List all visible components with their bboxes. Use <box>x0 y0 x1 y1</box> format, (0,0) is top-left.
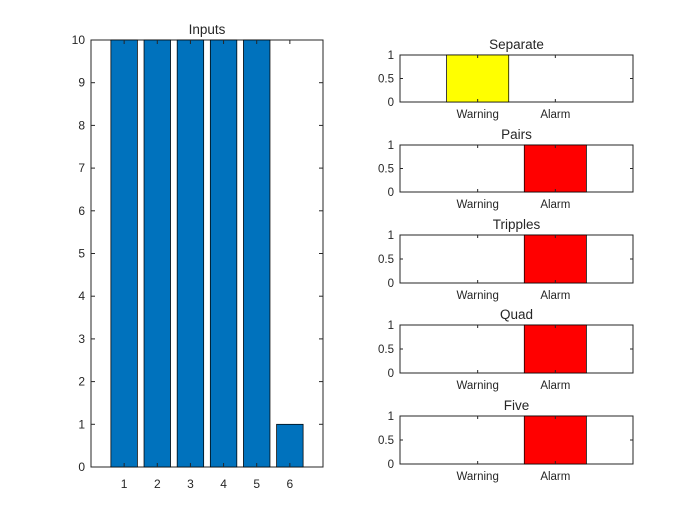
ytick-label-pairs-1: 1 <box>388 140 394 152</box>
axes-pairs: Warning Alarm 0 0.5 1 Pairs <box>378 127 634 211</box>
xtick-label-tripples-warning: Warning <box>456 290 498 302</box>
bar-inputs-6 <box>276 423 304 468</box>
ytick-label-pairs-0.5: 0.5 <box>378 164 394 176</box>
ytick-label-inputs-10: 10 <box>72 33 86 47</box>
chart-title-pairs: Pairs <box>501 127 532 142</box>
xtick-label-five-alarm: Alarm <box>540 471 570 483</box>
ytick-label-inputs-3: 3 <box>78 332 85 346</box>
chart-title-five: Five <box>504 398 530 413</box>
axes-quad: Warning Alarm 0 0.5 1 Quad <box>378 307 634 392</box>
axes-tripples: Warning Alarm 0 0.5 1 Tripples <box>378 217 634 302</box>
ytick-label-quad-0: 0 <box>388 368 394 380</box>
axes-separate: Warning Alarm 0 0.5 1 Separate <box>378 37 634 121</box>
ytick-label-separate-1: 1 <box>388 50 394 62</box>
ytick-label-pairs-0: 0 <box>388 187 394 199</box>
bar-separate-warning <box>446 54 510 103</box>
axes-box-pairs <box>399 144 634 193</box>
chart-title-tripples: Tripples <box>493 217 541 232</box>
xtick-label-quad-alarm: Alarm <box>540 380 570 392</box>
ytick-label-inputs-1: 1 <box>78 417 85 431</box>
axes-box-five <box>399 415 634 465</box>
bar-inputs-2 <box>143 39 171 468</box>
bar-tripples-alarm <box>523 234 587 284</box>
ytick-label-quad-0.5: 0.5 <box>378 344 394 356</box>
bar-inputs-1 <box>110 39 138 468</box>
bar-five-alarm <box>523 415 587 465</box>
chart-title-separate: Separate <box>489 37 544 52</box>
ytick-label-tripples-0: 0 <box>388 278 394 290</box>
xtick-label-inputs-4: 4 <box>220 477 227 491</box>
axes-five: Warning Alarm 0 0.5 1 Five <box>378 398 634 483</box>
xtick-label-inputs-1: 1 <box>121 477 128 491</box>
ytick-label-separate-0: 0 <box>388 97 394 109</box>
ytick-label-separate-0.5: 0.5 <box>378 74 394 86</box>
xtick-label-quad-warning: Warning <box>456 380 498 392</box>
ytick-label-inputs-4: 4 <box>78 289 85 303</box>
ytick-label-tripples-1: 1 <box>388 230 394 242</box>
ytick-label-inputs-2: 2 <box>78 375 85 389</box>
xtick-label-five-warning: Warning <box>456 471 498 483</box>
xtick-label-inputs-3: 3 <box>187 477 194 491</box>
xtick-label-inputs-2: 2 <box>154 477 161 491</box>
xtick-label-pairs-alarm: Alarm <box>540 199 570 211</box>
axes-box-quad <box>399 324 634 374</box>
ytick-label-inputs-7: 7 <box>78 161 85 175</box>
xtick-label-tripples-alarm: Alarm <box>540 290 570 302</box>
chart-title-inputs: Inputs <box>189 22 226 37</box>
xtick-label-inputs-6: 6 <box>287 477 294 491</box>
bar-inputs-5 <box>243 39 271 468</box>
bar-quad-alarm <box>523 324 587 374</box>
axes-inputs: 1 2 3 4 5 6 0 1 2 3 4 5 6 7 8 9 10 Inputs <box>72 22 324 491</box>
xtick-label-separate-warning: Warning <box>456 109 498 121</box>
bar-inputs-4 <box>209 39 238 468</box>
ytick-label-inputs-9: 9 <box>78 76 85 90</box>
xtick-label-separate-alarm: Alarm <box>540 109 570 121</box>
xtick-label-inputs-5: 5 <box>253 477 260 491</box>
axes-box-tripples <box>399 234 634 284</box>
ytick-label-five-0.5: 0.5 <box>378 435 394 447</box>
ytick-label-inputs-0: 0 <box>78 460 85 474</box>
chart-title-quad: Quad <box>500 307 533 322</box>
ytick-label-tripples-0.5: 0.5 <box>378 254 394 266</box>
bar-inputs-3 <box>176 39 205 468</box>
ytick-label-inputs-8: 8 <box>78 118 85 132</box>
ytick-label-five-0: 0 <box>388 459 394 471</box>
ytick-label-inputs-6: 6 <box>78 204 85 218</box>
xtick-label-pairs-warning: Warning <box>456 199 498 211</box>
ytick-label-quad-1: 1 <box>388 320 394 332</box>
ytick-label-inputs-5: 5 <box>78 247 85 261</box>
axes-box-separate <box>399 54 634 103</box>
ytick-label-five-1: 1 <box>388 411 394 423</box>
bar-pairs-alarm <box>523 144 587 193</box>
